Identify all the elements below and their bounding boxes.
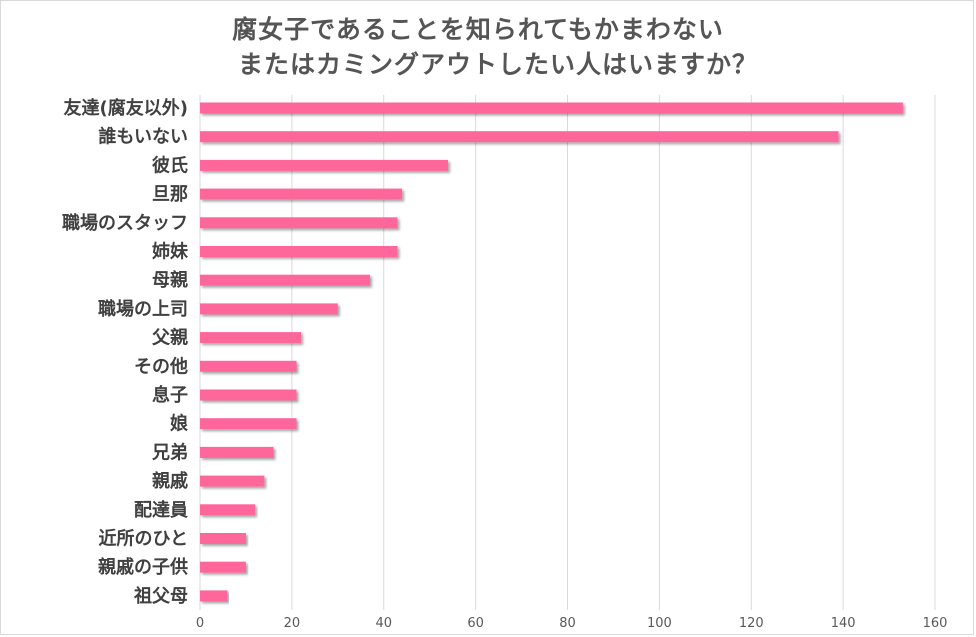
category-label-8: 父親 (152, 327, 188, 349)
category-label-12: 兄弟 (151, 441, 188, 463)
x-tick-label-60: 60 (467, 616, 484, 631)
chart-title-line-2: またはカミングアウトしたい人はいますか？ (237, 50, 758, 79)
x-tick-label-80: 80 (559, 616, 576, 631)
bar-9 (200, 360, 297, 372)
category-label-0: 友達(腐友以外) (64, 97, 188, 119)
category-label-13: 親戚 (152, 470, 188, 492)
bar-17 (200, 590, 228, 602)
category-label-7: 職場の上司 (98, 298, 188, 320)
category-label-2: 彼氏 (152, 154, 188, 176)
x-tick-label-160: 160 (923, 616, 948, 631)
category-label-17: 祖父母 (133, 585, 188, 607)
bar-7 (200, 303, 338, 315)
bar-8 (200, 332, 302, 344)
x-tick-labels: 0 20 40 60 80 100 120 140 160 (196, 616, 948, 631)
category-label-16: 親戚の子供 (98, 556, 188, 578)
category-label-1: 誰もいない (98, 126, 188, 148)
x-tick-label-40: 40 (375, 616, 392, 631)
bar-0 (200, 102, 903, 114)
bar-13 (200, 475, 265, 487)
category-label-14: 配達員 (134, 500, 188, 521)
x-tick-label-20: 20 (284, 616, 301, 631)
bar-10 (200, 389, 297, 401)
category-labels: 友達(腐友以外) 誰もいない彼氏旦那職場のスタッフ姉妹母親職場の上司父親その他息子… (62, 97, 189, 607)
bar-4 (200, 217, 398, 229)
bar-5 (200, 246, 398, 257)
bar-16 (200, 561, 246, 573)
category-label-5: 姉妹 (152, 241, 189, 263)
bar-1 (200, 131, 839, 143)
category-label-3: 旦那 (152, 184, 188, 205)
chart-title-line-1: 腐女子であることを知られてもかまわない (232, 15, 724, 44)
bar-11 (200, 418, 297, 430)
category-label-10: 息子 (152, 384, 188, 406)
category-label-4: 職場のスタッフ (62, 212, 188, 234)
x-tick-label-100: 100 (647, 616, 672, 631)
bar-6 (200, 274, 370, 286)
bar-14 (200, 504, 256, 516)
x-tick-label-0: 0 (196, 616, 204, 631)
bar-12 (200, 446, 274, 458)
category-label-6: 母親 (152, 269, 188, 291)
x-tick-label-120: 120 (739, 616, 764, 631)
bar-15 (200, 533, 246, 544)
bars (200, 102, 903, 602)
bar-2 (200, 159, 449, 171)
grid-lines (199, 95, 936, 610)
category-label-15: 近所のひと (99, 528, 188, 550)
bar-3 (200, 188, 403, 200)
category-label-9: その他 (134, 355, 188, 377)
x-tick-label-140: 140 (831, 616, 856, 631)
category-label-11: 娘 (170, 413, 188, 435)
